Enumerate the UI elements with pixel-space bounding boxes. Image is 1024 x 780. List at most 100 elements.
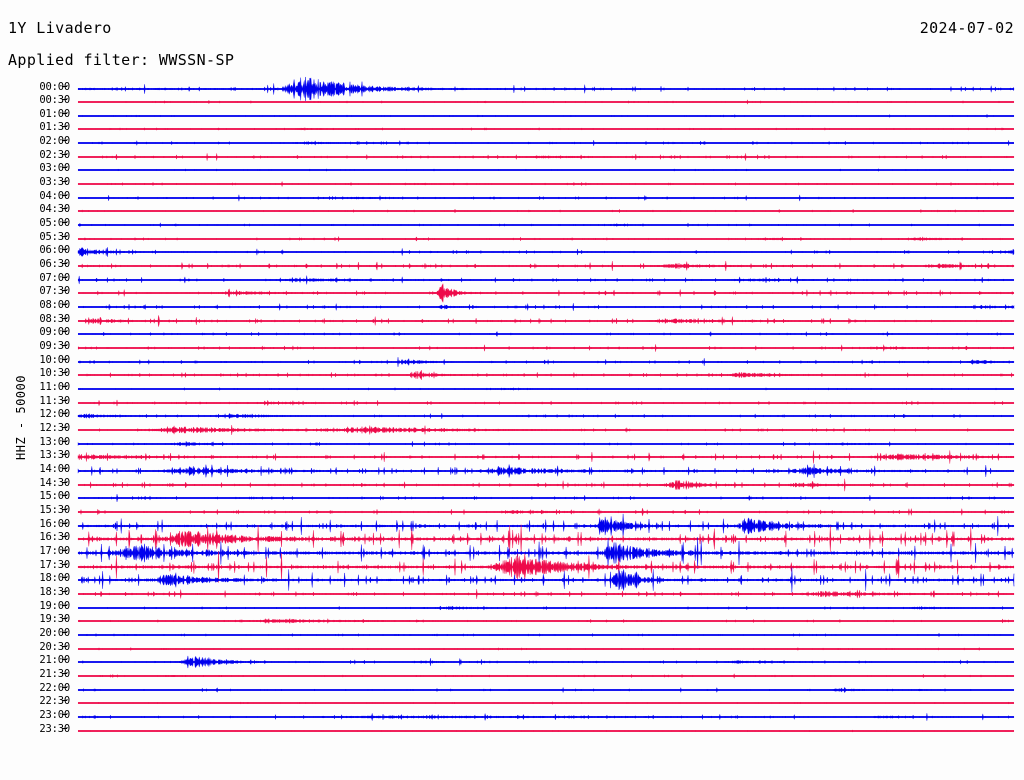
time-axis-label: 07:00 (39, 271, 70, 284)
axis-tick-mark (62, 454, 67, 456)
trace-row: 08:30 (0, 313, 1024, 328)
time-axis-label: 22:00 (39, 681, 70, 694)
axis-tick-mark (62, 672, 67, 674)
time-axis-label: 02:30 (39, 148, 70, 161)
seismic-trace (77, 450, 1015, 464)
seismic-trace (77, 683, 1015, 697)
axis-tick-mark (62, 713, 67, 715)
time-axis-label: 15:00 (39, 490, 70, 503)
axis-tick-mark (62, 276, 67, 278)
time-axis-label: 08:00 (39, 299, 70, 312)
time-axis-label: 03:00 (39, 162, 70, 175)
seismic-trace (77, 614, 1015, 628)
page-title: 1Y Livadero (8, 19, 112, 37)
trace-row: 16:00 (0, 513, 1024, 538)
time-axis-label: 22:30 (39, 695, 70, 708)
trace-row: 13:00 (0, 436, 1024, 451)
seismic-trace (77, 109, 1015, 123)
axis-tick-mark (62, 508, 67, 510)
axis-tick-mark (62, 481, 67, 483)
time-axis-label: 04:30 (39, 203, 70, 216)
time-axis-label: 00:00 (39, 80, 70, 93)
trace-row: 00:00 (0, 76, 1024, 101)
time-axis-label: 19:30 (39, 613, 70, 626)
seismic-trace (77, 232, 1015, 246)
time-axis-label: 07:30 (39, 285, 70, 298)
axis-tick-mark (62, 549, 67, 551)
seismic-trace (77, 628, 1015, 642)
trace-row: 17:00 (0, 537, 1024, 569)
seismic-trace (77, 601, 1015, 615)
seismic-trace (77, 136, 1015, 150)
seismic-trace (77, 283, 1015, 304)
trace-row: 12:00 (0, 409, 1024, 423)
axis-tick-mark (62, 440, 67, 442)
trace-row: 03:30 (0, 177, 1024, 191)
time-axis-label: 17:30 (39, 558, 70, 571)
axis-tick-mark (62, 263, 67, 265)
time-axis-label: 20:30 (39, 640, 70, 653)
time-axis-label: 18:30 (39, 585, 70, 598)
trace-row: 07:00 (0, 271, 1024, 287)
seismic-trace (77, 95, 1015, 109)
trace-row: 00:30 (0, 95, 1024, 109)
seismic-trace (77, 204, 1015, 218)
seismic-trace (77, 327, 1015, 341)
trace-row: 05:00 (0, 218, 1024, 232)
seismic-trace (77, 550, 1015, 583)
seismic-trace (77, 341, 1015, 355)
axis-tick-mark (62, 304, 67, 306)
axis-tick-mark (62, 358, 67, 360)
seismic-trace (77, 437, 1015, 451)
seismic-trace (77, 218, 1015, 232)
trace-row: 04:30 (0, 204, 1024, 218)
axis-tick-mark (62, 222, 67, 224)
trace-row: 02:30 (0, 148, 1024, 164)
trace-rows: 00:00 00:30 01:00 01:30 02:00 02:30 03:00 03:30… (0, 76, 1024, 780)
trace-row: 15:30 (0, 503, 1024, 519)
seismic-trace (77, 368, 1015, 382)
seismic-trace (77, 696, 1015, 710)
seismic-trace (77, 655, 1015, 669)
time-axis-label: 15:30 (39, 503, 70, 516)
trace-row: 22:00 (0, 681, 1024, 697)
seismic-trace (77, 478, 1015, 492)
axis-tick-mark (62, 686, 67, 688)
time-axis-label: 04:00 (39, 189, 70, 202)
seismic-trace (77, 76, 1015, 101)
trace-row: 10:00 (0, 354, 1024, 369)
trace-row: 23:00 (0, 709, 1024, 724)
axis-tick-mark (62, 522, 67, 524)
trace-row: 18:30 (0, 585, 1024, 601)
time-axis-label: 21:30 (39, 667, 70, 680)
trace-row: 06:00 (0, 245, 1024, 259)
time-axis-label: 12:30 (39, 422, 70, 434)
time-axis-label: 05:00 (39, 217, 70, 230)
trace-row: 21:30 (0, 667, 1024, 683)
seismic-trace (77, 245, 1015, 259)
time-axis-label: 13:30 (39, 449, 70, 462)
seismic-trace (77, 163, 1015, 177)
seismic-trace (77, 396, 1015, 410)
axis-tick-mark (62, 112, 67, 114)
time-axis-label: 01:30 (39, 121, 70, 134)
trace-row: 03:00 (0, 163, 1024, 177)
axis-tick-mark (62, 577, 67, 579)
trace-row: 01:30 (0, 122, 1024, 136)
seismic-trace (77, 567, 1015, 593)
time-axis-label: 17:00 (39, 544, 70, 557)
seismic-trace (77, 314, 1015, 328)
axis-tick-mark (62, 85, 67, 87)
helicorder-plot: 00:00 00:30 01:00 01:30 02:00 02:30 03:00 03:30… (0, 76, 1024, 780)
time-axis-label: 02:00 (39, 135, 70, 148)
seismic-trace (77, 382, 1015, 396)
trace-row: 05:30 (0, 231, 1024, 246)
axis-tick-mark (62, 700, 67, 702)
trace-row: 07:30 (0, 283, 1024, 304)
axis-tick-mark (62, 153, 67, 155)
trace-row: 02:00 (0, 136, 1024, 150)
axis-tick-mark (62, 208, 67, 210)
axis-tick-mark (62, 563, 67, 565)
trace-row: 17:30 (0, 550, 1024, 583)
axis-tick-mark (62, 645, 67, 647)
